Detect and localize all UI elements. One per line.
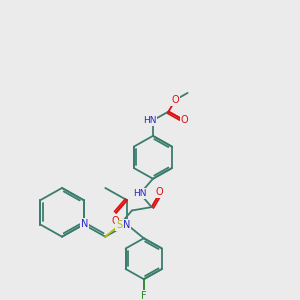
Text: O: O — [156, 188, 164, 197]
Text: N: N — [123, 220, 130, 230]
Text: HN: HN — [143, 116, 157, 125]
Text: S: S — [116, 220, 122, 230]
Text: O: O — [172, 95, 179, 105]
Text: HN: HN — [133, 189, 147, 198]
Text: O: O — [111, 216, 119, 226]
Text: F: F — [141, 291, 147, 300]
Text: O: O — [181, 115, 188, 125]
Text: N: N — [81, 218, 88, 229]
